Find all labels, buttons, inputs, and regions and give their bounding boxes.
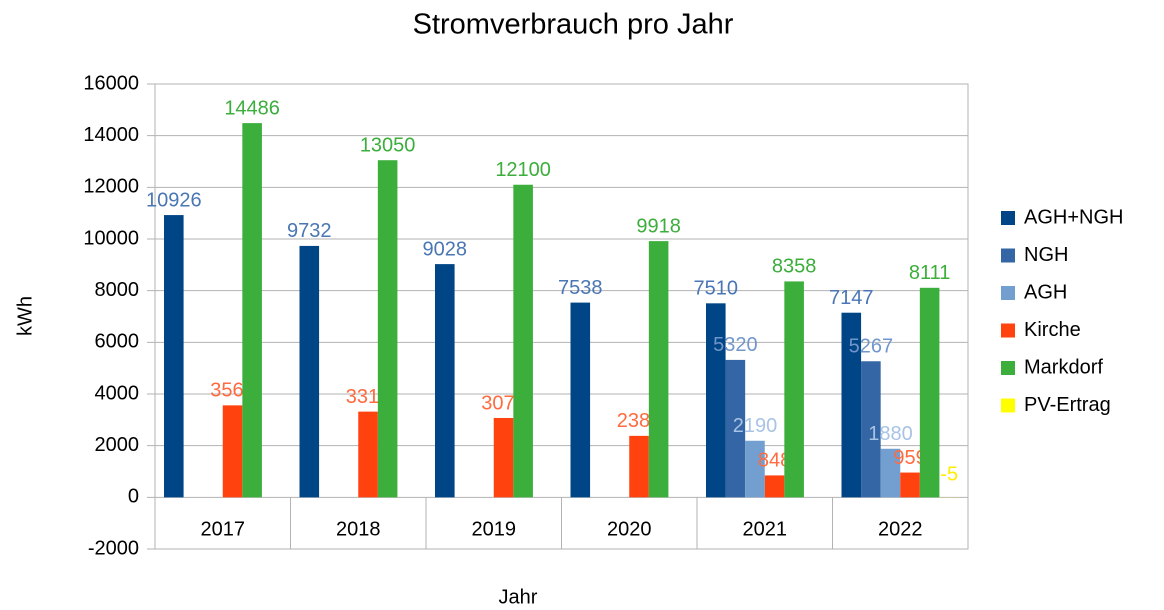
data-label: 5320: [713, 334, 758, 356]
legend-label: NGH: [1024, 244, 1068, 266]
bar: [164, 215, 184, 498]
chart-title: Stromverbrauch pro Jahr: [413, 9, 734, 41]
data-label: 9918: [636, 215, 681, 237]
y-tick-label: 0: [128, 486, 139, 508]
x-tick-label: 2020: [607, 519, 652, 541]
bar: [725, 359, 746, 498]
data-label: 9028: [423, 238, 468, 260]
x-tick-label: 2018: [336, 519, 381, 541]
bar: [513, 184, 533, 498]
bar: [764, 475, 785, 498]
bar: [435, 264, 455, 498]
legend-swatch: [1001, 248, 1015, 263]
y-tick-label: 4000: [95, 382, 140, 404]
legend-swatch: [1001, 323, 1015, 338]
bar: [861, 361, 881, 498]
data-label: 1880: [868, 423, 913, 445]
bar: [629, 435, 649, 498]
data-label: 7538: [558, 277, 603, 299]
bar: [648, 241, 669, 498]
bar: [493, 417, 514, 498]
y-axis-label: kWh: [14, 296, 36, 336]
legend-label: Markdorf: [1024, 356, 1103, 378]
data-label: 2190: [733, 415, 778, 437]
bar: [784, 281, 804, 498]
legend-swatch: [1001, 361, 1015, 375]
x-tick-label: 2022: [878, 519, 923, 541]
bar: [377, 160, 398, 498]
y-tick-label: -2000: [88, 537, 139, 559]
bar: [841, 312, 862, 498]
data-label: 959: [893, 447, 926, 469]
x-axis-label: Jahr: [499, 586, 538, 608]
y-tick-label: 6000: [95, 331, 140, 353]
data-label: -5: [940, 464, 958, 486]
y-tick-label: 8000: [95, 279, 140, 301]
data-label: 848: [758, 450, 791, 472]
legend-label: PV-Ertrag: [1024, 394, 1111, 416]
y-tick-label: 14000: [83, 124, 139, 146]
x-tick-label: 2019: [472, 519, 517, 541]
bar: [222, 405, 243, 498]
bar: [570, 302, 591, 498]
data-label: 9732: [287, 220, 332, 242]
bar: [299, 245, 320, 498]
y-tick-label: 16000: [83, 72, 139, 94]
x-tick-label: 2017: [201, 519, 246, 541]
legend-label: Kirche: [1024, 319, 1081, 341]
legend-swatch: [1001, 286, 1015, 300]
legend-label: AGH: [1024, 281, 1067, 303]
y-tick-label: 12000: [83, 176, 139, 198]
legend-swatch: [1001, 398, 1015, 413]
data-label: 8358: [772, 256, 817, 278]
data-label: 10926: [146, 189, 202, 211]
data-label: 5267: [849, 336, 894, 358]
y-tick-label: 2000: [95, 434, 140, 456]
legend-swatch: [1001, 211, 1015, 225]
y-tick-label: 10000: [83, 227, 139, 249]
bar: [900, 472, 920, 498]
bar: [242, 123, 262, 498]
data-label: 7510: [694, 278, 739, 300]
bar: [880, 448, 901, 498]
bar: [745, 440, 765, 498]
data-label: 13050: [360, 134, 416, 156]
bar: [706, 303, 726, 498]
data-label: 14486: [224, 97, 280, 119]
bar: [358, 411, 378, 498]
x-tick-label: 2021: [743, 519, 788, 541]
data-label: 7147: [829, 287, 874, 309]
data-label: 8111: [909, 262, 951, 284]
data-label: 12100: [495, 159, 551, 181]
bar: [919, 287, 940, 498]
legend-label: AGH+NGH: [1024, 206, 1123, 228]
